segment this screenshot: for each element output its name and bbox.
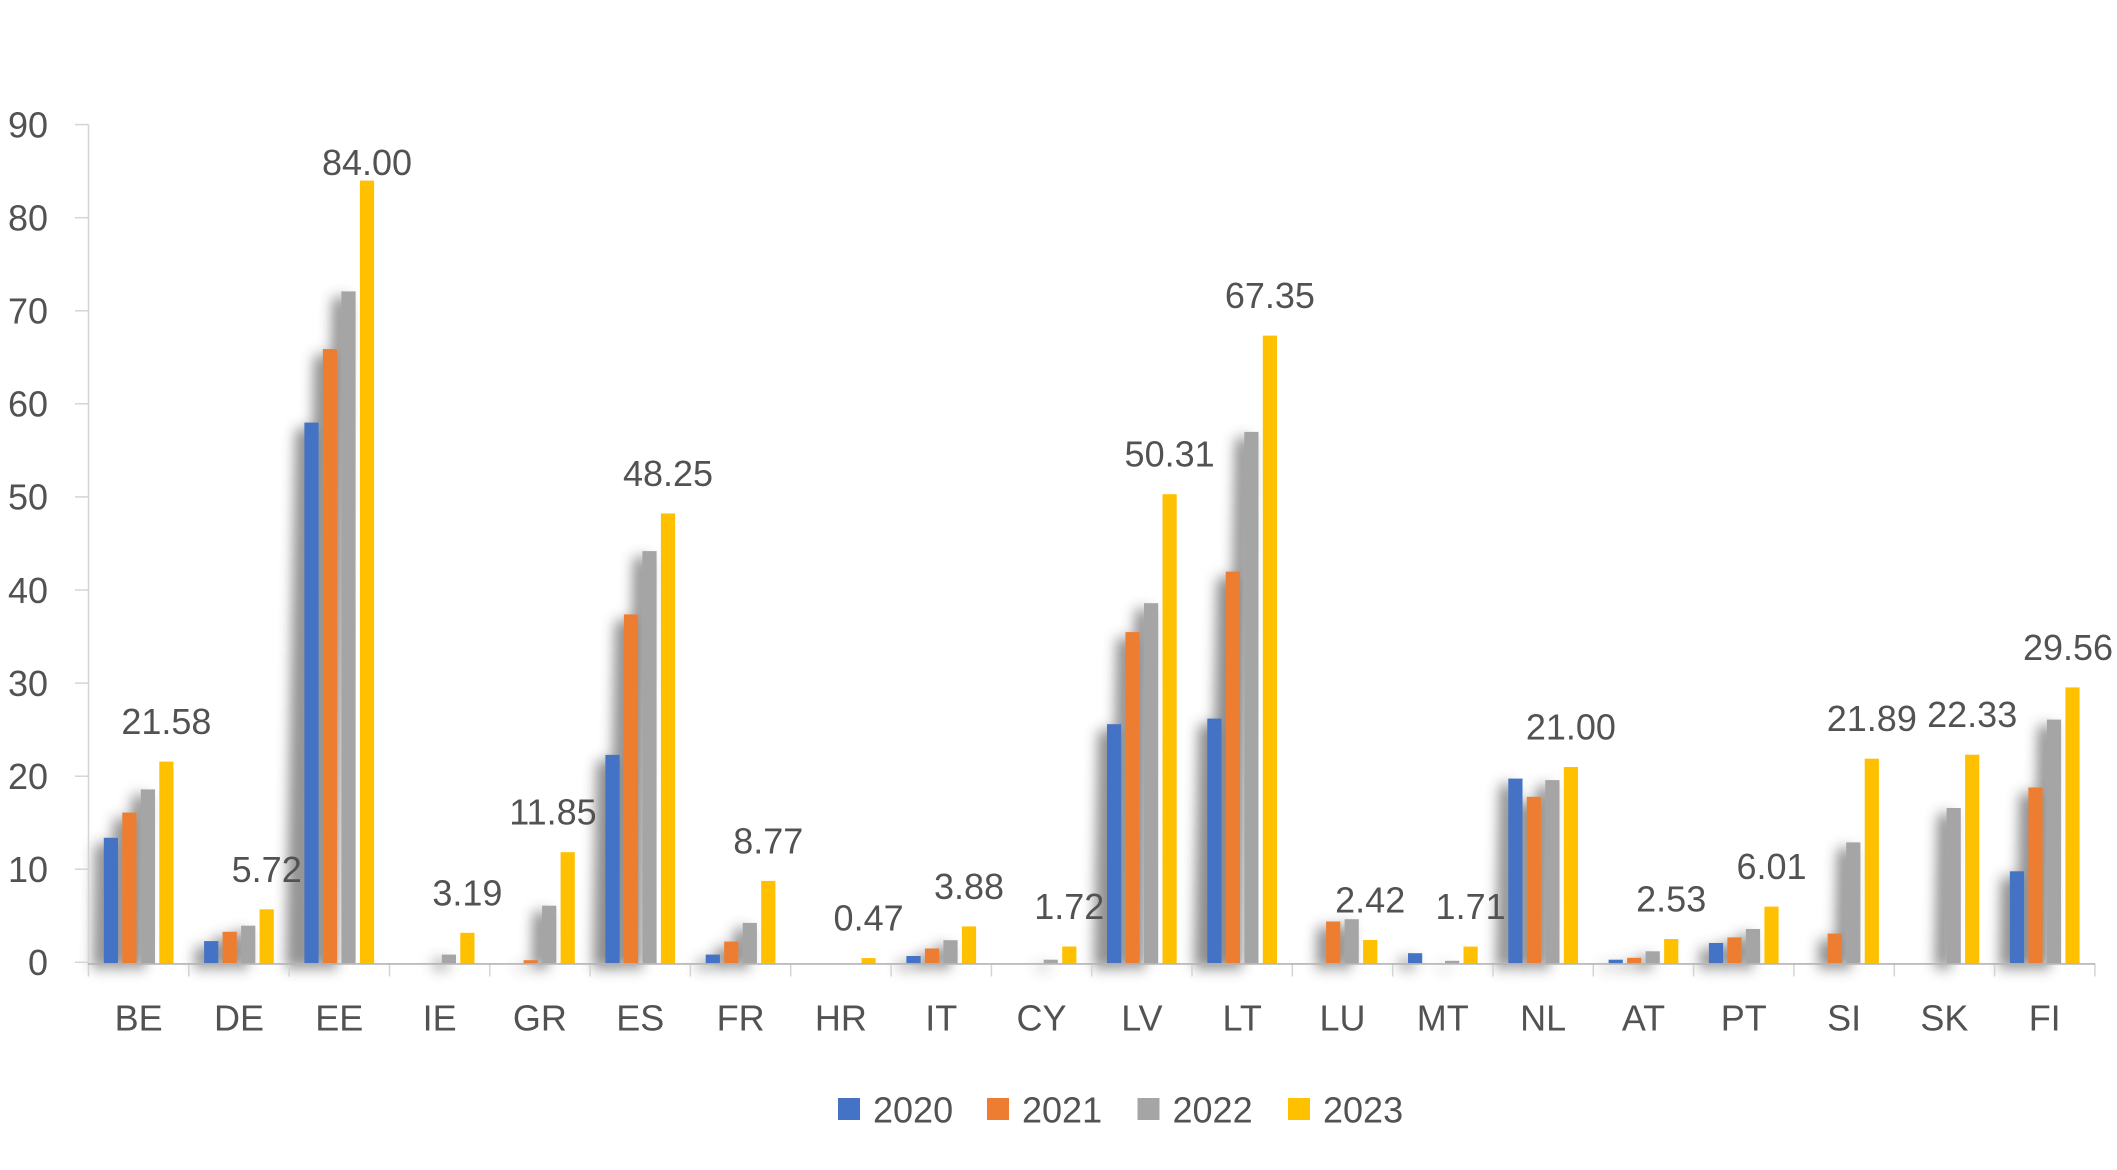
svg-text:29.56: 29.56: [2023, 627, 2113, 668]
svg-text:2021: 2021: [1022, 1089, 1102, 1130]
svg-text:22.33: 22.33: [1927, 694, 2017, 735]
svg-text:LV: LV: [1121, 998, 1162, 1039]
svg-text:GR: GR: [513, 998, 567, 1039]
svg-text:2.42: 2.42: [1335, 880, 1405, 921]
svg-text:1.72: 1.72: [1034, 886, 1104, 927]
svg-text:90: 90: [8, 104, 48, 145]
svg-text:MT: MT: [1417, 998, 1469, 1039]
svg-text:84.00: 84.00: [322, 142, 412, 183]
svg-text:8.77: 8.77: [733, 820, 803, 861]
svg-text:HR: HR: [815, 998, 867, 1039]
svg-text:10: 10: [8, 849, 48, 890]
svg-text:67.35: 67.35: [1225, 275, 1315, 316]
svg-text:21.00: 21.00: [1526, 707, 1616, 748]
svg-text:3.19: 3.19: [432, 872, 502, 913]
svg-text:BE: BE: [115, 998, 163, 1039]
svg-text:LT: LT: [1223, 998, 1262, 1039]
svg-text:2023: 2023: [1323, 1089, 1403, 1130]
svg-text:ES: ES: [616, 998, 664, 1039]
svg-text:5.72: 5.72: [232, 849, 302, 890]
svg-text:2.53: 2.53: [1636, 879, 1706, 920]
svg-text:EE: EE: [315, 998, 363, 1039]
svg-text:11.85: 11.85: [509, 792, 596, 833]
svg-text:70: 70: [8, 291, 48, 332]
svg-text:30: 30: [8, 663, 48, 704]
svg-text:48.25: 48.25: [623, 453, 713, 494]
svg-text:PT: PT: [1721, 998, 1767, 1039]
svg-text:0.47: 0.47: [834, 898, 904, 939]
svg-text:20: 20: [8, 756, 48, 797]
svg-text:AT: AT: [1622, 998, 1665, 1039]
svg-text:CY: CY: [1016, 998, 1066, 1039]
svg-text:2022: 2022: [1173, 1089, 1253, 1130]
svg-text:40: 40: [8, 570, 48, 611]
svg-text:50: 50: [8, 477, 48, 518]
svg-text:6.01: 6.01: [1736, 846, 1806, 887]
svg-text:LU: LU: [1319, 998, 1365, 1039]
svg-text:3.88: 3.88: [934, 866, 1004, 907]
svg-text:50.31: 50.31: [1125, 434, 1215, 475]
svg-text:1.71: 1.71: [1436, 886, 1506, 927]
svg-text:DE: DE: [214, 998, 264, 1039]
svg-text:SK: SK: [1920, 998, 1968, 1039]
svg-text:FI: FI: [2029, 998, 2061, 1039]
svg-text:IT: IT: [925, 998, 957, 1039]
svg-text:FR: FR: [717, 998, 765, 1039]
svg-text:80: 80: [8, 198, 48, 239]
svg-text:60: 60: [8, 384, 48, 425]
svg-text:2020: 2020: [873, 1089, 953, 1130]
svg-text:0: 0: [28, 942, 48, 983]
svg-text:SI: SI: [1827, 998, 1861, 1039]
svg-text:IE: IE: [423, 998, 457, 1039]
svg-text:NL: NL: [1520, 998, 1566, 1039]
svg-text:21.89: 21.89: [1827, 698, 1917, 739]
svg-text:21.58: 21.58: [121, 701, 211, 742]
